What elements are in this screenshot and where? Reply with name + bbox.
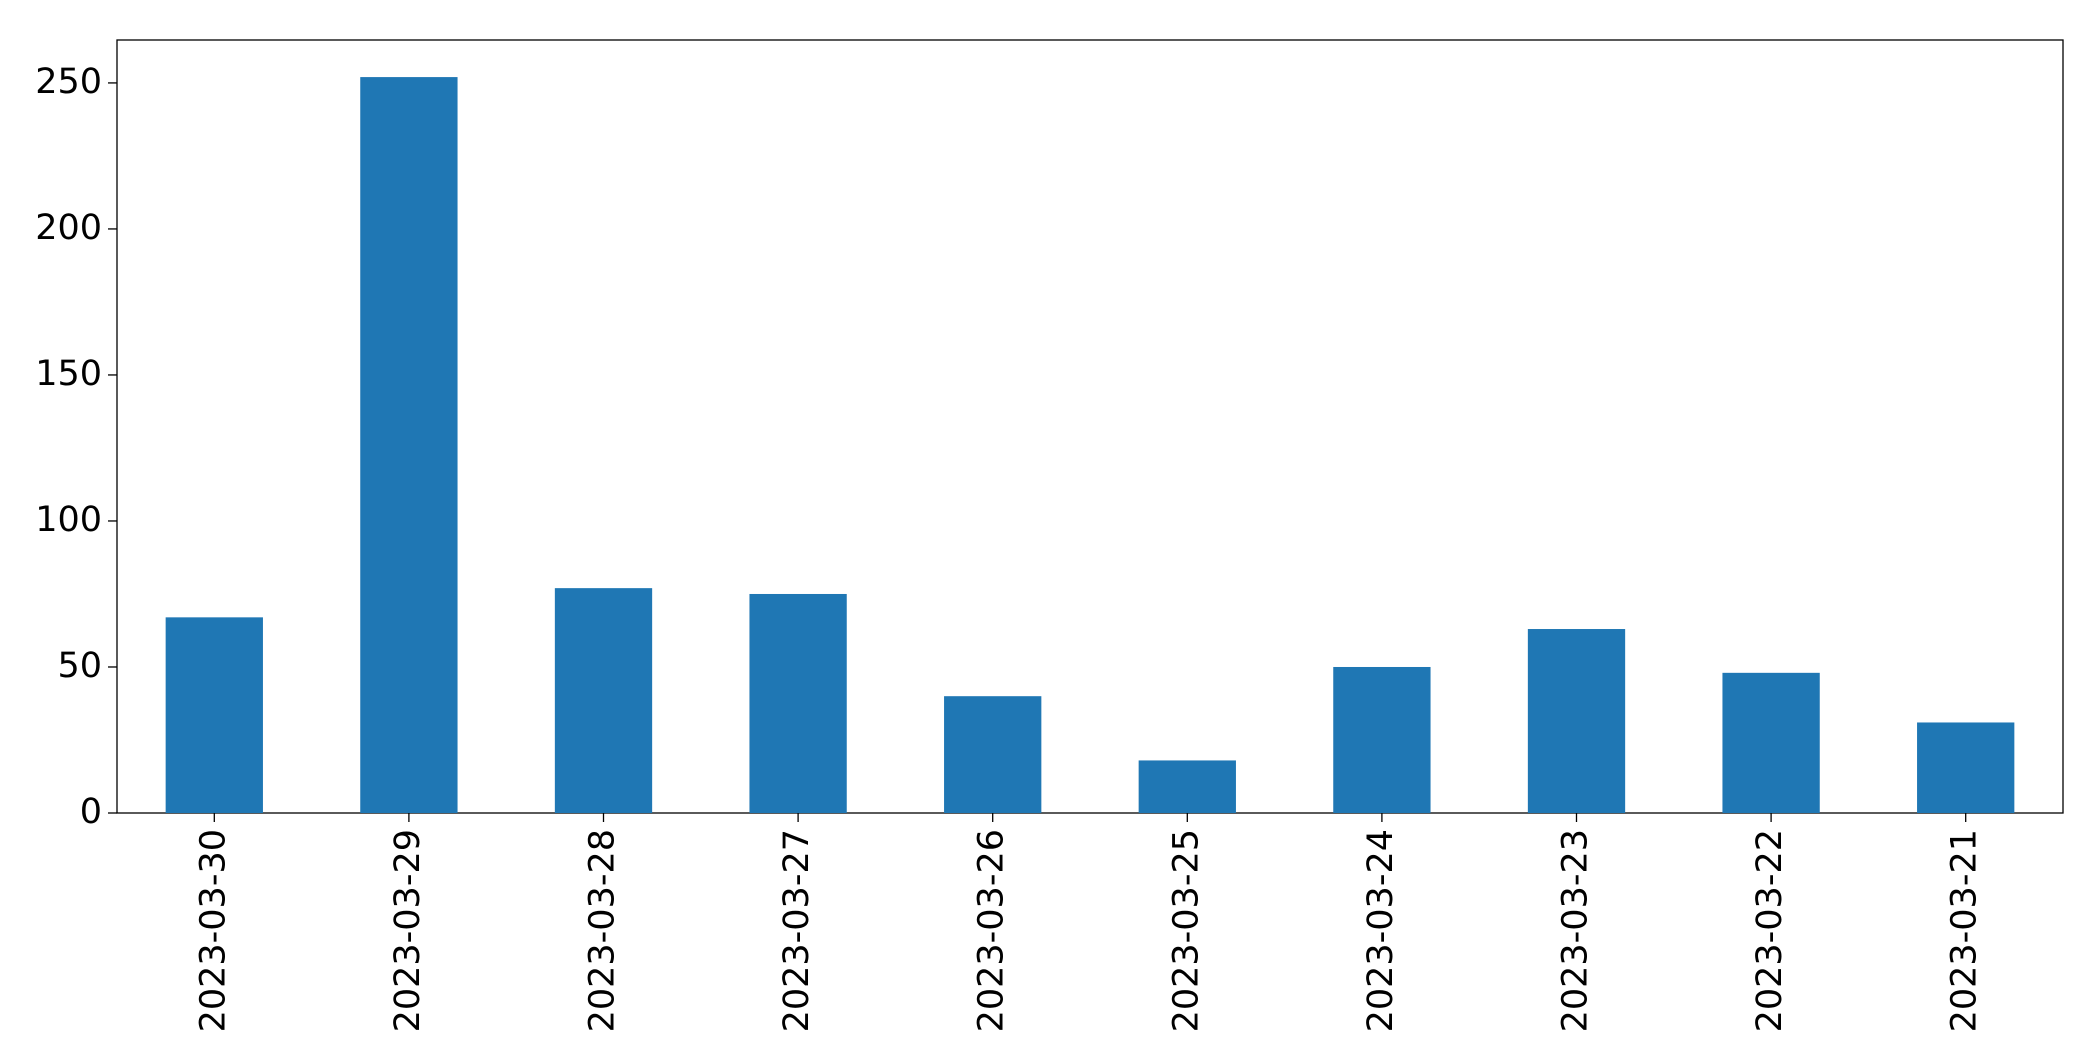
bar [944,696,1042,813]
bar [1333,666,1431,813]
x-tick-label: 2023-03-27 [777,829,817,1032]
bar [360,77,458,813]
bar [749,593,847,813]
bar [1722,672,1820,813]
bar [165,617,263,813]
y-tick-label: 200 [35,208,102,248]
plot-frame [116,39,2064,814]
x-tick-label: 2023-03-25 [1166,829,1206,1032]
bar [554,588,653,813]
y-tick-label: 50 [57,646,102,686]
x-tick-label: 2023-03-23 [1556,829,1596,1032]
x-tick-label: 2023-03-30 [193,829,233,1032]
y-tick-label: 0 [80,792,102,832]
x-tick-label: 2023-03-29 [388,829,428,1032]
x-tick-label: 2023-03-28 [583,829,623,1032]
x-tick-label: 2023-03-26 [972,829,1012,1032]
bar [1527,629,1626,813]
y-tick-label: 150 [35,354,102,394]
y-tick-label: 100 [35,500,102,540]
x-tick-label: 2023-03-21 [1945,829,1985,1032]
bar [1917,722,2015,813]
bar [1138,760,1236,813]
y-tick-label: 250 [35,62,102,102]
x-tick-label: 2023-03-24 [1361,829,1401,1032]
x-tick-label: 2023-03-22 [1750,829,1790,1032]
